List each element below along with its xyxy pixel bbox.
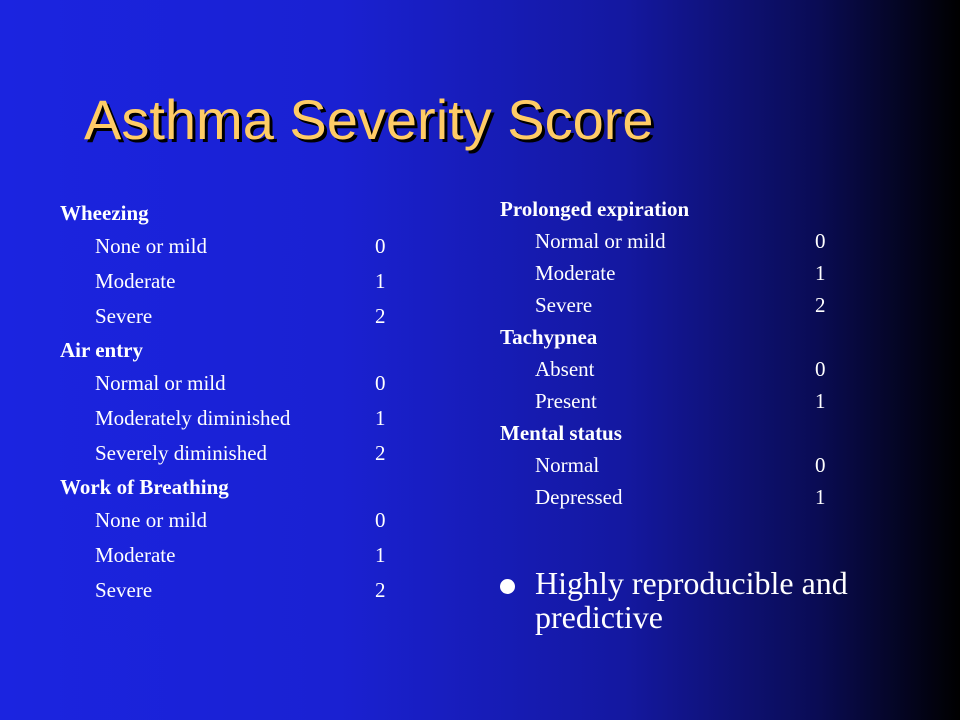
score-row: Severely diminished 2 xyxy=(60,436,386,471)
section-tachypnea: Tachypnea Absent 0 Present 1 xyxy=(500,321,826,417)
section-heading: Air entry xyxy=(60,338,144,362)
score-value: 0 xyxy=(375,234,386,258)
score-label: None or mild xyxy=(95,234,207,258)
score-value: 0 xyxy=(815,229,826,253)
score-row: Severe 2 xyxy=(60,573,386,608)
score-value: 1 xyxy=(375,406,386,430)
score-label: Moderately diminished xyxy=(95,406,291,430)
score-label: Normal xyxy=(535,453,600,477)
score-value: 2 xyxy=(375,578,386,602)
score-row: None or mild 0 xyxy=(60,229,386,264)
score-row: Moderate 1 xyxy=(500,257,826,289)
bullet-text: Highly reproducible and predictive xyxy=(535,565,848,635)
score-value: 1 xyxy=(375,269,386,293)
score-label: Moderate xyxy=(95,269,176,293)
score-value: 0 xyxy=(375,371,386,395)
section-air-entry: Air entry Normal or mild 0 Moderately di… xyxy=(60,334,386,471)
score-row: Normal or mild 0 xyxy=(60,366,386,401)
score-value: 1 xyxy=(815,389,826,413)
slide-title: Asthma Severity Score xyxy=(84,88,654,151)
score-label: Normal or mild xyxy=(95,371,226,395)
score-row: Absent 0 xyxy=(500,353,826,385)
section-mental-status: Mental status Normal 0 Depressed 1 xyxy=(500,417,826,513)
right-score-column: Prolonged expiration Normal or mild 0 Mo… xyxy=(500,193,826,513)
section-heading: Tachypnea xyxy=(500,325,598,349)
score-value: 1 xyxy=(815,485,826,509)
score-row: Normal 0 xyxy=(500,449,826,481)
score-row: Severe 2 xyxy=(60,299,386,334)
section-heading: Prolonged expiration xyxy=(500,197,690,221)
score-value: 1 xyxy=(375,543,386,567)
bullet-dot-icon xyxy=(500,579,515,594)
score-row: Severe 2 xyxy=(500,289,826,321)
score-label: Severe xyxy=(535,293,593,317)
section-heading: Work of Breathing xyxy=(60,475,229,499)
score-value: 0 xyxy=(375,508,386,532)
score-row: Moderate 1 xyxy=(60,264,386,299)
section-prolonged-expiration: Prolonged expiration Normal or mild 0 Mo… xyxy=(500,193,826,321)
section-work-of-breathing: Work of Breathing None or mild 0 Moderat… xyxy=(60,471,386,608)
score-label: Severely diminished xyxy=(95,441,268,465)
score-row: Normal or mild 0 xyxy=(500,225,826,257)
section-wheezing: Wheezing None or mild 0 Moderate 1 Sever… xyxy=(60,197,386,334)
score-value: 2 xyxy=(375,304,386,328)
score-row: Moderate 1 xyxy=(60,538,386,573)
score-value: 2 xyxy=(815,293,826,317)
score-row: Moderately diminished 1 xyxy=(60,401,386,436)
score-label: None or mild xyxy=(95,508,207,532)
score-value: 0 xyxy=(815,357,826,381)
score-label: Severe xyxy=(95,304,153,328)
score-label: Normal or mild xyxy=(535,229,666,253)
section-heading: Wheezing xyxy=(60,201,149,225)
score-value: 0 xyxy=(815,453,826,477)
score-row: Present 1 xyxy=(500,385,826,417)
section-heading: Mental status xyxy=(500,421,622,445)
left-score-column: Wheezing None or mild 0 Moderate 1 Sever… xyxy=(60,197,386,608)
score-value: 1 xyxy=(815,261,826,285)
score-label: Moderate xyxy=(535,261,616,285)
score-label: Depressed xyxy=(535,485,623,509)
score-label: Severe xyxy=(95,578,153,602)
score-row: None or mild 0 xyxy=(60,503,386,538)
score-label: Absent xyxy=(535,357,595,381)
score-label: Moderate xyxy=(95,543,176,567)
score-value: 2 xyxy=(375,441,386,465)
score-row: Depressed 1 xyxy=(500,481,826,513)
score-label: Present xyxy=(535,389,597,413)
